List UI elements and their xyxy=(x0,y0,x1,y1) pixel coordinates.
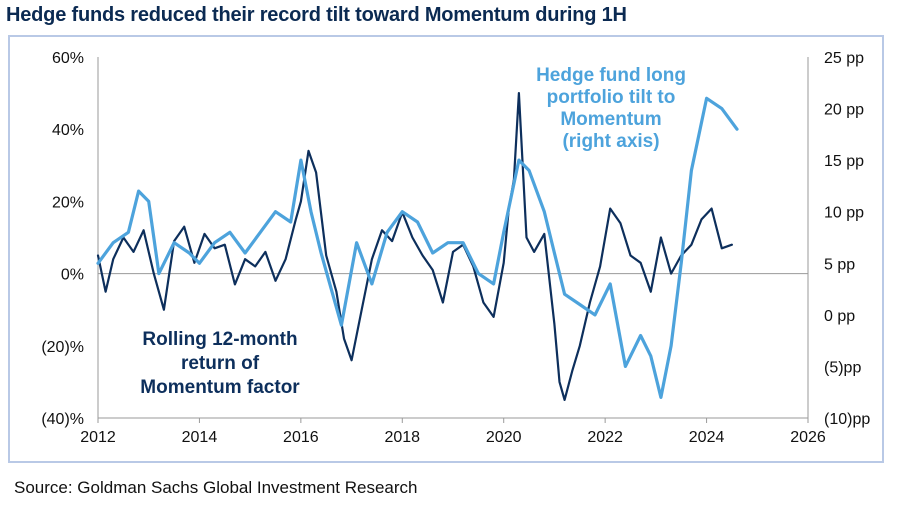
y-right-tick-label: 5 pp xyxy=(824,256,855,273)
y-left-tick-label: 60% xyxy=(52,50,84,67)
y-right-tick-label: 15 pp xyxy=(824,153,864,170)
momentum-series-line xyxy=(96,91,734,401)
x-tick-label: 2024 xyxy=(689,429,725,446)
x-tick-label: 2020 xyxy=(486,429,522,446)
x-tick-label: 2018 xyxy=(384,429,420,446)
chart-title: Hedge funds reduced their record tilt to… xyxy=(6,4,627,26)
hedge-annotation-line: (right axis) xyxy=(562,131,659,152)
y-right-tick-label: 25 pp xyxy=(824,50,864,67)
y-right-tick-label: (10)pp xyxy=(824,411,870,428)
y-left-tick-label: 40% xyxy=(52,122,84,139)
x-tick-label: 2026 xyxy=(790,429,826,446)
y-left-tick-label: 20% xyxy=(52,194,84,211)
momentum-annotation-line: Momentum factor xyxy=(140,377,300,398)
x-tick-label: 2022 xyxy=(587,429,623,446)
momentum-annotation-line: Rolling 12-month xyxy=(142,329,297,350)
y-left-tick-label: (40)% xyxy=(41,411,84,428)
hedge-tilt-series-line xyxy=(96,96,739,399)
chart-frame: 60% 40% 20% 0% (20)% (40)% 25 pp 20 pp 15 pp 10 p… xyxy=(8,35,884,463)
y-right-tick-label: 10 pp xyxy=(824,205,864,222)
momentum-annotation-line: return of xyxy=(181,353,260,374)
y-left-tick-label: 0% xyxy=(61,267,84,284)
hedge-annotation-line: portfolio tilt to xyxy=(547,87,676,108)
chart-svg: 60% 40% 20% 0% (20)% (40)% 25 pp 20 pp 15 pp 10 p… xyxy=(41,50,870,446)
x-tick-label: 2016 xyxy=(283,429,319,446)
y-right-tick-label: 0 pp xyxy=(824,308,855,325)
y-right-tick-label: (5)pp xyxy=(824,359,861,376)
y-right-tick-label: 20 pp xyxy=(824,102,864,119)
hedge-annotation-line: Momentum xyxy=(560,109,661,130)
source-note: Source: Goldman Sachs Global Investment … xyxy=(14,478,418,497)
y-left-tick-label: (20)% xyxy=(41,339,84,356)
hedge-annotation-line: Hedge fund long xyxy=(536,65,686,86)
x-tick-label: 2014 xyxy=(182,429,218,446)
x-tick-label: 2012 xyxy=(80,429,116,446)
